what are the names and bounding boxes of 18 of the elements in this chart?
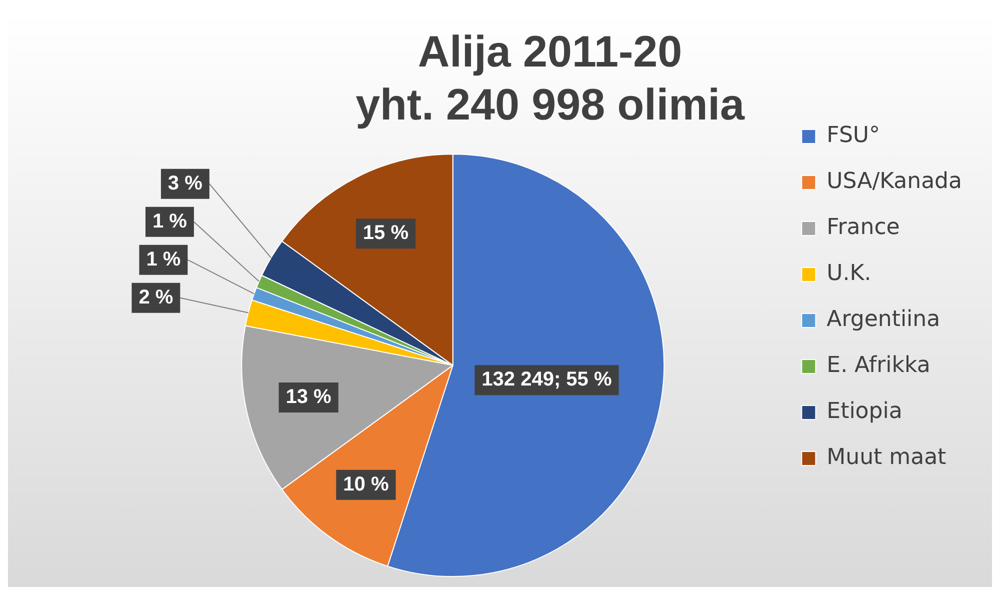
legend-label: Etiopia [826, 399, 902, 424]
data-label: 1 % [146, 248, 181, 270]
data-label: 15 % [362, 222, 409, 244]
legend-label: U.K. [826, 261, 872, 286]
data-label: 2 % [138, 286, 174, 308]
legend-label: Muut maat [826, 445, 947, 470]
data-label: 3 % [168, 172, 203, 194]
legend-label: Argentiina [826, 307, 940, 332]
chart-subtitle: yht. 240 998 olimia [356, 80, 745, 130]
legend-label: E. Afrikka [826, 353, 930, 378]
data-label: 132 249; 55 % [482, 368, 612, 391]
data-label: 13 % [286, 386, 332, 408]
legend-label: France [826, 215, 900, 240]
legend-label: FSU° [826, 123, 880, 148]
data-label: 10 % [343, 473, 389, 496]
data-label: 1 % [152, 210, 188, 232]
legend-label: USA/Kanada [826, 169, 962, 194]
chart-title: Alija 2011-20 [418, 28, 682, 77]
